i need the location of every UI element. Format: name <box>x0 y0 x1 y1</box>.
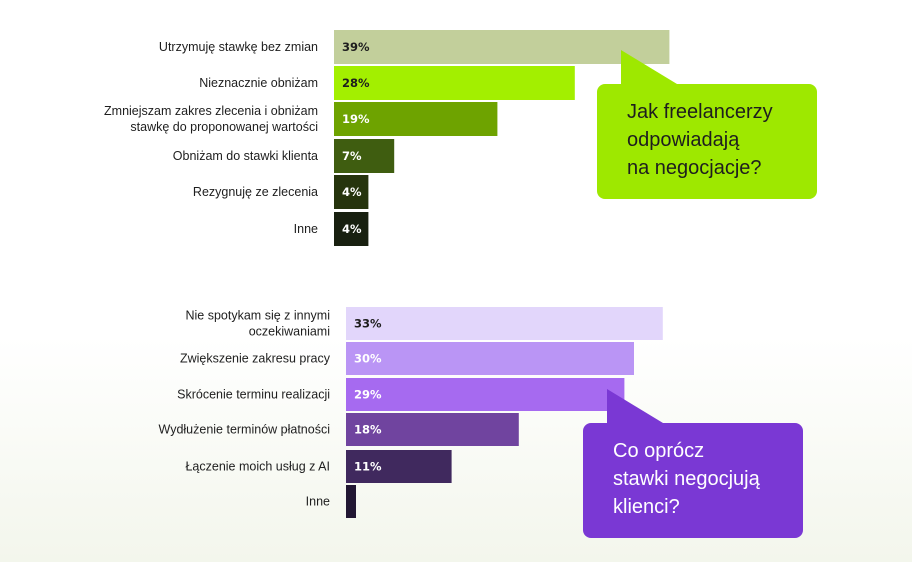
bar <box>334 175 369 209</box>
category-label: Nie spotykam się z innymi <box>186 309 331 323</box>
callout-tail <box>607 389 663 423</box>
bar <box>346 307 663 340</box>
bar-value-label: 29% <box>354 388 382 402</box>
callout-bubble-client-negotiation: Co oprócz stawki negocjują klienci? <box>583 389 803 538</box>
category-label: Skrócenie terminu realizacji <box>177 388 330 402</box>
bar-value-label: 4% <box>342 222 362 236</box>
category-label: Rezygnuję ze zlecenia <box>193 185 318 199</box>
bar-value-label: 7% <box>342 149 362 163</box>
category-label: Obniżam do stawki klienta <box>173 149 318 163</box>
bar <box>334 139 395 173</box>
category-label: Zwiększenie zakresu pracy <box>180 352 331 366</box>
bar <box>346 378 625 411</box>
bar <box>346 485 356 518</box>
chart-2: 33% Nie spotykam się z innymi oczekiwaniam… <box>159 307 663 518</box>
bar-value-label: 4% <box>342 185 362 199</box>
callout-line: odpowiadają <box>627 129 740 151</box>
category-label: Wydłużenie terminów płatności <box>159 423 331 437</box>
callout-line: Co oprócz <box>613 440 705 462</box>
bar <box>346 450 452 483</box>
category-label: Utrzymuję stawkę bez zmian <box>159 40 318 54</box>
callout-line: na negocjacje? <box>627 157 762 179</box>
bar-value-label: 18% <box>354 423 382 437</box>
callout-bubble-negotiation-response: Jak freelancerzy odpowiadają na negocjac… <box>597 50 817 199</box>
bar <box>334 66 575 100</box>
bar-value-label: 19% <box>342 112 370 126</box>
category-label: Zmniejszam zakres zlecenia i obniżam <box>104 104 318 118</box>
callout-line: stawki negocjują <box>613 468 760 490</box>
bar <box>334 102 498 136</box>
callout-line: klienci? <box>613 496 680 518</box>
bar <box>334 212 369 246</box>
bar-value-label: 11% <box>354 460 382 474</box>
callout-line: Jak freelancerzy <box>627 101 773 123</box>
bar <box>334 30 670 64</box>
category-label: Nieznacznie obniżam <box>199 76 318 90</box>
category-label: Łączenie moich usług z AI <box>185 460 330 474</box>
category-label: stawkę do proponowanej wartości <box>130 120 318 134</box>
callout-tail <box>621 50 677 84</box>
bar <box>346 342 634 375</box>
bar <box>346 413 519 446</box>
category-label: Inne <box>306 495 330 509</box>
bar-value-label: 33% <box>354 317 382 331</box>
bar-value-label: 30% <box>354 352 382 366</box>
bar-value-label: 28% <box>342 76 370 90</box>
chart-1: 39% Utrzymuję stawkę bez zmian 28% Nieznacz… <box>104 30 670 246</box>
category-label: oczekiwaniami <box>249 325 330 339</box>
category-label: Inne <box>294 222 318 236</box>
bar-value-label: 39% <box>342 40 370 54</box>
